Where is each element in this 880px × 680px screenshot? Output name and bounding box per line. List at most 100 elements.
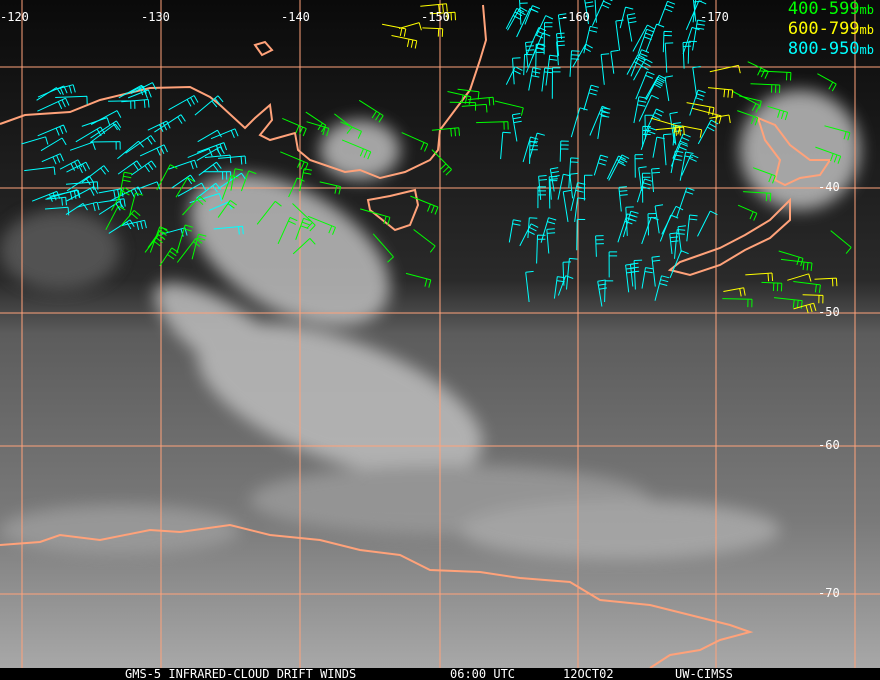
wind-barb — [196, 182, 222, 199]
wind-barb — [737, 204, 758, 221]
wind-barb — [507, 6, 528, 31]
wind-barb — [360, 208, 391, 226]
wind-barb — [128, 192, 144, 217]
wind-barb — [538, 175, 547, 200]
wind-barb — [59, 159, 83, 171]
wind-barb — [282, 117, 307, 137]
legend-unit: mb — [859, 43, 874, 57]
wind-barb — [76, 201, 100, 212]
wind-barb — [500, 131, 511, 160]
wind-barb — [622, 210, 639, 238]
wind-barb — [824, 125, 851, 141]
wind-barb — [391, 35, 418, 49]
wind-barb — [608, 251, 618, 278]
wind-barb — [230, 168, 243, 191]
wind-barb — [549, 178, 558, 200]
wind-barb — [117, 140, 144, 160]
cloud-layer — [0, 90, 860, 560]
caption-satellite: GMS-5 INFRARED-CLOUD DRIFT WINDS — [125, 667, 357, 680]
wind-barb — [574, 197, 586, 222]
wind-barb — [615, 19, 624, 51]
wind-barb — [633, 58, 653, 81]
wind-barb — [292, 203, 316, 232]
wind-barb — [743, 191, 772, 202]
wind-barb — [197, 129, 222, 143]
wind-barb — [557, 275, 574, 296]
wind-barb — [655, 126, 685, 136]
wind-barb — [672, 133, 691, 159]
wind-barb — [661, 205, 684, 235]
wind-barb — [175, 177, 195, 198]
wind-barb — [591, 0, 613, 26]
wind-barb — [610, 49, 619, 74]
wind-barb — [692, 0, 702, 22]
legend-item: 800-950mb — [788, 40, 874, 60]
wind-barb — [306, 121, 330, 137]
wind-barb — [36, 87, 62, 101]
wind-barb — [494, 100, 524, 116]
wind-barb — [176, 224, 194, 254]
wind-barb — [130, 82, 157, 95]
wind-barb — [147, 227, 170, 249]
wind-barb — [117, 160, 142, 175]
wind-barb — [45, 196, 67, 206]
caption-time: 06:00 UTC — [450, 667, 516, 680]
wind-barb — [81, 117, 111, 127]
wind-barb — [405, 272, 432, 288]
wind-barb — [413, 229, 436, 253]
wind-barb — [658, 0, 676, 25]
wind-barb — [217, 199, 237, 218]
wind-barb — [669, 232, 679, 254]
wind-barb — [168, 159, 198, 170]
wind-barb — [692, 0, 697, 23]
wind-barb — [686, 214, 698, 242]
wind-barb — [341, 139, 372, 160]
legend-label: 800-950 — [787, 39, 860, 59]
wind-barb — [723, 287, 746, 297]
wind-barb — [401, 132, 429, 152]
wind-barb — [131, 160, 157, 176]
wind-barb — [429, 11, 456, 21]
wind-barb — [681, 125, 703, 138]
wind-barb — [277, 216, 298, 245]
wind-barb — [37, 124, 68, 137]
lon-label: -140 — [281, 10, 310, 24]
wind-barb — [651, 255, 661, 287]
wind-barb — [90, 141, 121, 150]
wind-barb — [21, 136, 49, 145]
wind-barb — [566, 257, 578, 290]
wind-barb — [147, 120, 171, 133]
wind-barb — [670, 150, 684, 174]
wind-barb — [280, 151, 309, 171]
legend-unit: mb — [859, 3, 874, 17]
wind-barb — [641, 172, 651, 203]
wind-barb — [676, 187, 695, 218]
wind-barb — [541, 67, 553, 92]
wind-barb — [334, 113, 353, 134]
wind-barb — [122, 85, 147, 96]
wind-barb — [523, 53, 533, 76]
wind-barb — [692, 19, 706, 51]
wind-barb — [127, 89, 152, 99]
wind-barb — [750, 83, 781, 94]
wind-barb — [654, 275, 670, 301]
wind-barb — [198, 161, 222, 176]
wind-barb — [516, 7, 538, 38]
wind-barb — [652, 136, 665, 158]
wind-barb — [305, 111, 327, 133]
wind-barb — [90, 123, 121, 143]
wind-barb — [759, 70, 792, 81]
wind-barb — [644, 76, 665, 100]
wind-barb — [525, 270, 534, 303]
wind-barb — [747, 61, 769, 79]
wind-barb — [476, 121, 509, 130]
australia-coast — [0, 4, 488, 180]
wind-barb — [638, 166, 647, 191]
wind-barb — [528, 67, 541, 91]
wind-barb — [570, 182, 586, 212]
legend-item: 400-599mb — [788, 0, 874, 20]
wind-barb — [732, 91, 760, 113]
wind-barb — [519, 223, 539, 247]
wind-barb — [187, 148, 213, 159]
